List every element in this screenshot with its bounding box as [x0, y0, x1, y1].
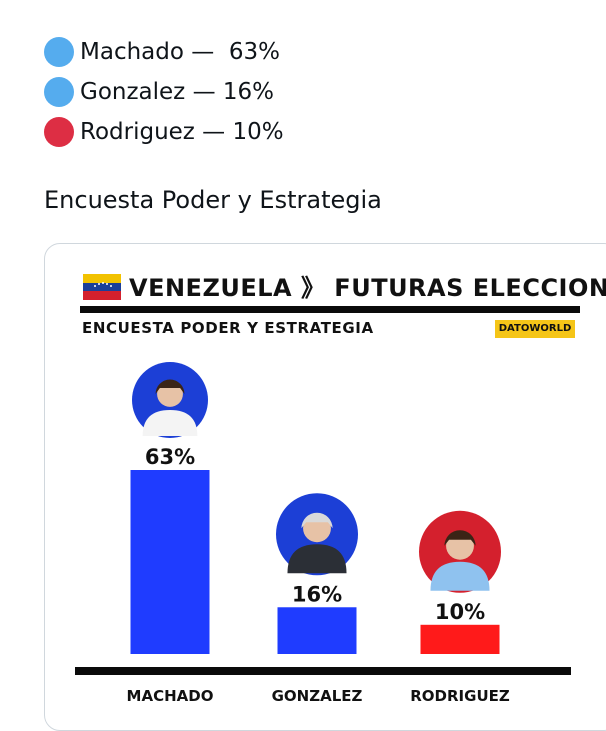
poll-image-card[interactable]: VENEZUELA 》 FUTURAS ELECCIONES ENCUESTA … [44, 243, 606, 731]
post-subtitle: Encuesta Poder y Estrategia [44, 186, 382, 214]
candidate-photo-rodriguez [419, 510, 501, 593]
candidate-photo-machado [132, 362, 208, 438]
x-axis-line [75, 667, 571, 675]
bar-rodriguez [420, 624, 500, 654]
blue-circle-icon [44, 37, 74, 67]
candidate-photo-gonzalez [276, 493, 358, 576]
card-title: VENEZUELA 》 FUTURAS ELECCIONES [129, 274, 606, 302]
blue-circle-icon [44, 77, 74, 107]
bar-machado [130, 470, 210, 654]
poll-legend: Machado — 63% Gonzalez — 16% Rodriguez —… [44, 32, 284, 152]
brand-badge: DATOWORLD [495, 320, 575, 338]
venezuela-flag-icon [83, 274, 121, 300]
legend-text-machado: Machado — 63% [80, 39, 280, 65]
legend-text-rodriguez: Rodriguez — 10% [80, 119, 284, 145]
value-label-machado: 63% [145, 445, 195, 469]
divider [80, 306, 580, 313]
value-label-rodriguez: 10% [435, 600, 485, 624]
legend-row-rodriguez: Rodriguez — 10% [44, 112, 284, 152]
legend-row-gonzalez: Gonzalez — 16% [44, 72, 284, 112]
value-label-gonzalez: 16% [292, 582, 342, 606]
category-label-machado: MACHADO [127, 687, 214, 705]
red-circle-icon [44, 117, 74, 147]
legend-text-gonzalez: Gonzalez — 16% [80, 79, 274, 105]
bar-chart: 63% MACHADO 16% GONZALEZ 10% RODRIGUEZ [75, 362, 571, 705]
category-label-rodriguez: RODRIGUEZ [410, 687, 510, 705]
category-label-gonzalez: GONZALEZ [272, 687, 363, 705]
bar-gonzalez [277, 607, 357, 654]
legend-row-machado: Machado — 63% [44, 32, 284, 72]
card-subtitle: ENCUESTA PODER Y ESTRATEGIA [82, 319, 374, 337]
